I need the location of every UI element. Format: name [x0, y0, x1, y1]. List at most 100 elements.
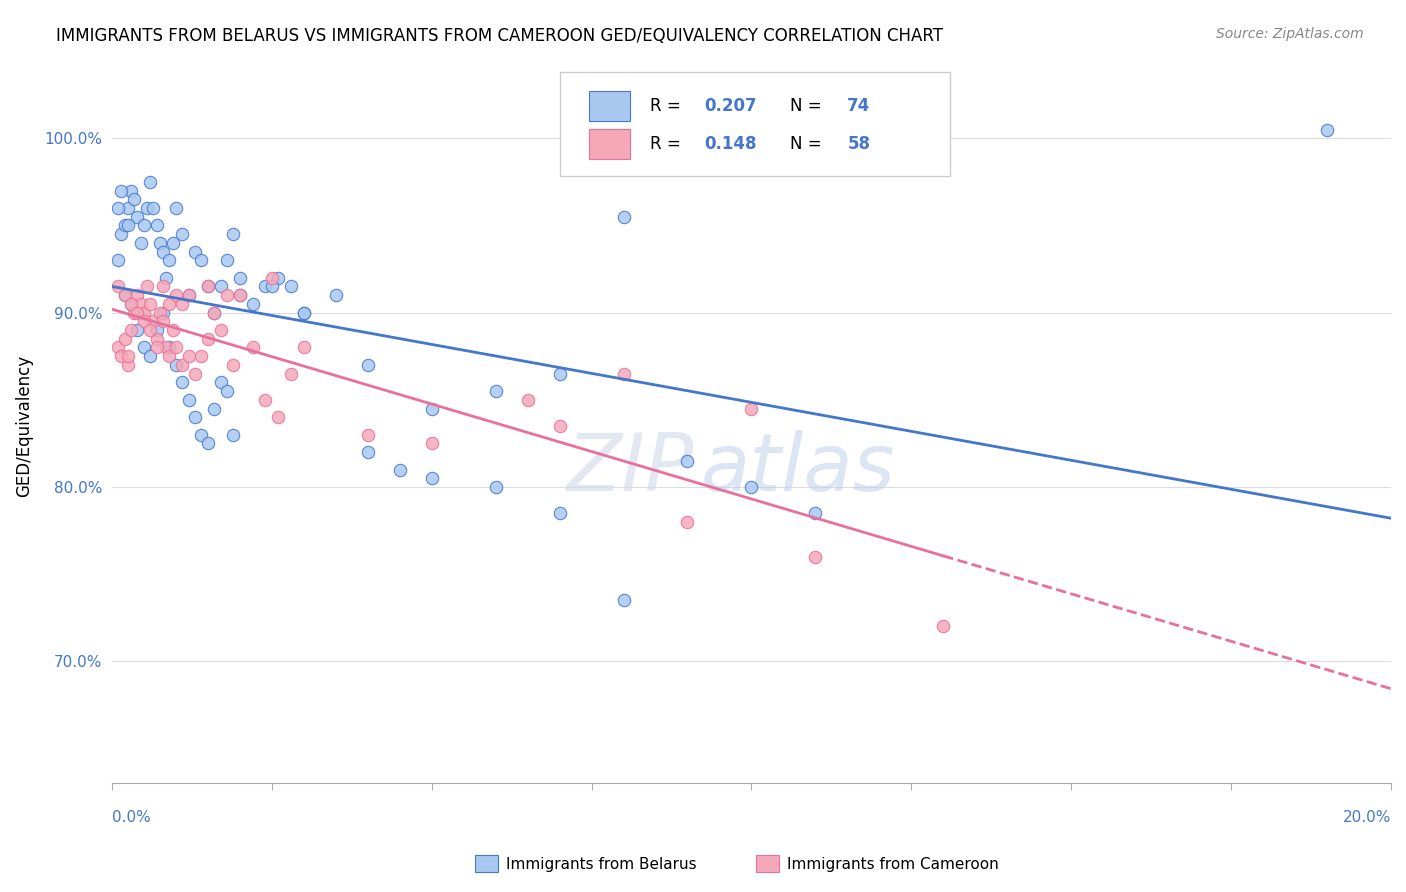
Point — [190, 349, 212, 363]
Point — [117, 219, 139, 233]
FancyBboxPatch shape — [560, 72, 949, 176]
Point — [157, 341, 180, 355]
Text: 58: 58 — [848, 136, 870, 153]
Point — [280, 367, 302, 381]
Point — [117, 201, 139, 215]
Point — [177, 349, 200, 363]
Point — [177, 288, 200, 302]
Point — [420, 436, 443, 450]
Point — [165, 201, 187, 215]
Point — [740, 480, 762, 494]
Point — [202, 305, 225, 319]
Point — [676, 454, 699, 468]
Point — [120, 323, 142, 337]
Point — [209, 376, 232, 390]
Point — [740, 401, 762, 416]
Point — [122, 305, 145, 319]
Text: 0.0%: 0.0% — [112, 810, 150, 824]
Point — [215, 384, 238, 398]
Point — [107, 253, 129, 268]
Point — [129, 297, 152, 311]
Point — [229, 288, 252, 302]
Point — [122, 192, 145, 206]
Text: N =: N = — [790, 96, 827, 115]
Text: N =: N = — [790, 136, 827, 153]
Point — [325, 288, 347, 302]
Point — [676, 515, 699, 529]
Text: Immigrants from Cameroon: Immigrants from Cameroon — [787, 857, 1000, 871]
Point — [280, 279, 302, 293]
Point — [152, 244, 174, 259]
Text: atlas: atlas — [700, 430, 896, 508]
Point — [139, 349, 162, 363]
Point — [215, 253, 238, 268]
Point — [107, 279, 129, 293]
Text: 74: 74 — [848, 96, 870, 115]
Point — [157, 349, 180, 363]
Point — [548, 367, 571, 381]
Point — [145, 341, 167, 355]
Point — [172, 227, 194, 242]
Point — [136, 201, 159, 215]
Point — [157, 297, 180, 311]
Point — [120, 184, 142, 198]
Point — [127, 305, 149, 319]
Point — [267, 410, 290, 425]
Point — [242, 297, 264, 311]
Point — [172, 297, 194, 311]
Point — [145, 332, 167, 346]
Point — [149, 235, 172, 250]
Point — [110, 184, 132, 198]
Point — [209, 323, 232, 337]
Point — [932, 619, 955, 633]
Point — [197, 279, 219, 293]
Point — [222, 427, 245, 442]
Point — [152, 314, 174, 328]
Point — [612, 367, 634, 381]
Point — [107, 341, 129, 355]
Point — [222, 227, 245, 242]
Point — [120, 297, 142, 311]
Point — [145, 323, 167, 337]
Point — [177, 288, 200, 302]
Point — [222, 358, 245, 372]
Point — [292, 305, 315, 319]
Point — [184, 410, 207, 425]
Point — [516, 392, 538, 407]
Point — [127, 288, 149, 302]
Point — [155, 341, 177, 355]
Point — [215, 288, 238, 302]
Point — [152, 305, 174, 319]
Point — [229, 288, 252, 302]
Point — [197, 279, 219, 293]
Point — [292, 341, 315, 355]
Point — [157, 253, 180, 268]
Point — [149, 305, 172, 319]
Point — [202, 305, 225, 319]
Point — [356, 445, 378, 459]
Point — [184, 367, 207, 381]
Point — [117, 358, 139, 372]
Point — [132, 305, 155, 319]
Point — [165, 341, 187, 355]
Point — [110, 349, 132, 363]
Point — [107, 201, 129, 215]
Point — [114, 288, 136, 302]
Point — [356, 427, 378, 442]
Point — [484, 384, 506, 398]
Point — [1316, 122, 1339, 136]
Point — [114, 288, 136, 302]
Text: Source: ZipAtlas.com: Source: ZipAtlas.com — [1216, 27, 1364, 41]
Point — [254, 279, 277, 293]
Y-axis label: GED/Equivalency: GED/Equivalency — [15, 355, 32, 497]
Point — [229, 270, 252, 285]
Text: 0.148: 0.148 — [704, 136, 756, 153]
Point — [114, 332, 136, 346]
Point — [162, 323, 184, 337]
FancyBboxPatch shape — [589, 91, 630, 120]
Point — [197, 332, 219, 346]
Point — [165, 288, 187, 302]
Point — [388, 462, 411, 476]
Text: IMMIGRANTS FROM BELARUS VS IMMIGRANTS FROM CAMEROON GED/EQUIVALENCY CORRELATION : IMMIGRANTS FROM BELARUS VS IMMIGRANTS FR… — [56, 27, 943, 45]
Point — [132, 314, 155, 328]
